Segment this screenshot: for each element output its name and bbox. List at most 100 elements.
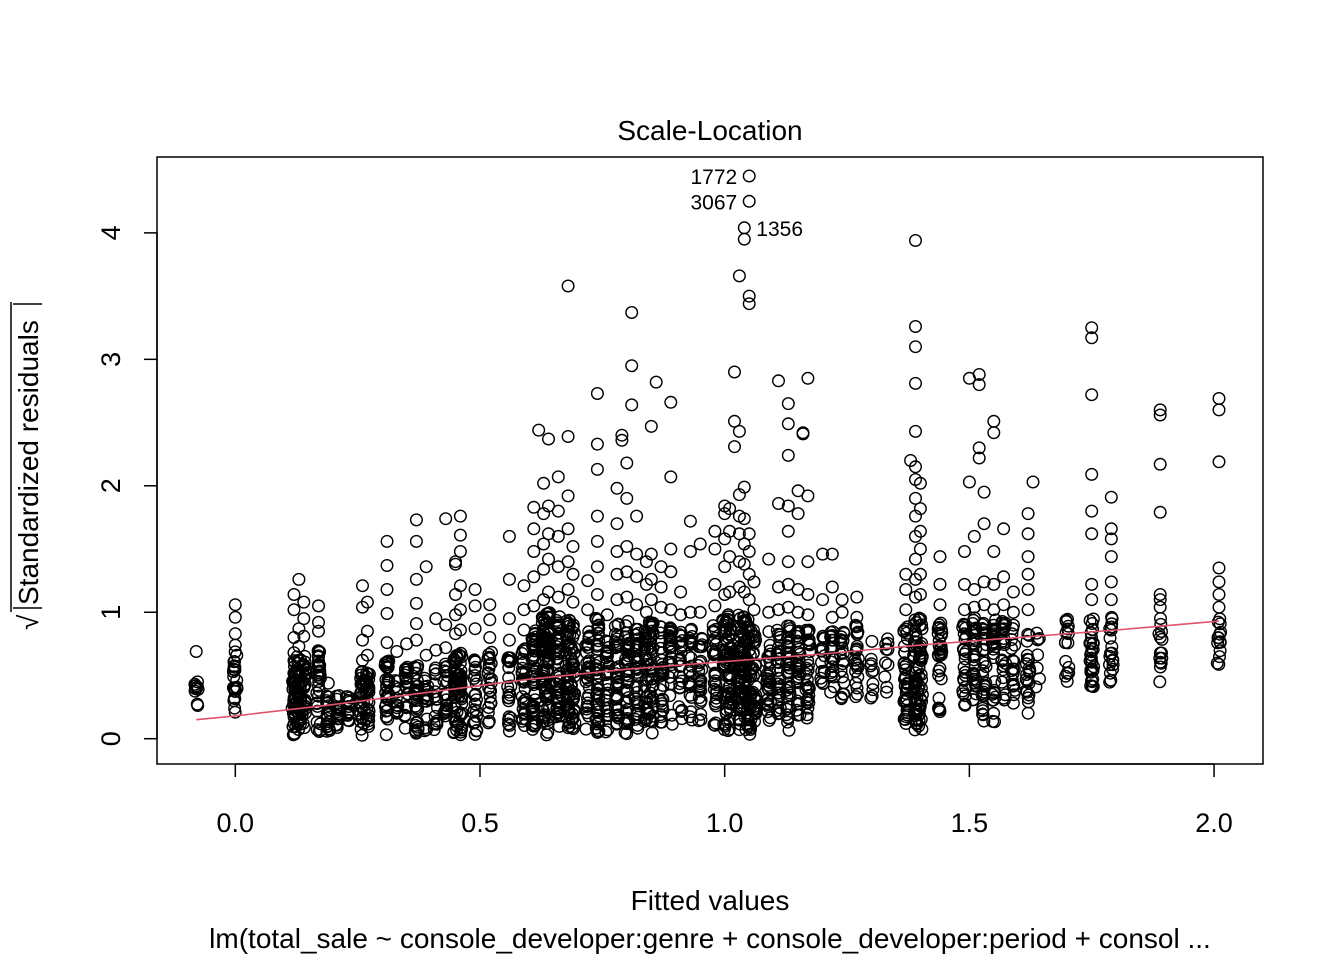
- data-point: [1212, 575, 1226, 589]
- y-axis-label-text: Standardized residuals: [13, 320, 44, 605]
- data-point: [550, 643, 564, 657]
- data-point: [909, 491, 923, 505]
- data-point: [322, 690, 336, 704]
- data-point: [468, 622, 482, 636]
- data-point: [1153, 655, 1167, 669]
- data-point: [644, 593, 658, 607]
- data-point: [342, 700, 356, 714]
- data-point: [356, 579, 370, 593]
- data-point: [503, 718, 517, 732]
- data-point: [721, 635, 735, 649]
- data-point: [913, 476, 927, 490]
- data-point: [682, 649, 696, 663]
- data-point: [801, 555, 815, 569]
- data-point: [654, 580, 668, 594]
- data-point: [644, 619, 658, 633]
- data-point: [568, 665, 582, 679]
- data-point: [590, 588, 604, 602]
- data-point: [747, 575, 761, 589]
- data-point: [977, 575, 991, 589]
- data-point: [977, 485, 991, 499]
- data-point: [909, 340, 923, 354]
- data-point: [851, 661, 865, 675]
- data-point: [912, 669, 926, 683]
- data-point: [801, 608, 815, 622]
- data-point: [1085, 321, 1099, 335]
- data-point: [737, 512, 751, 526]
- data-point: [630, 509, 644, 523]
- data-point: [360, 702, 374, 716]
- data-point: [630, 547, 644, 561]
- data-point: [972, 441, 986, 455]
- data-point: [567, 687, 581, 701]
- data-point: [692, 640, 706, 654]
- data-point: [453, 509, 467, 523]
- data-point: [683, 605, 697, 619]
- data-point: [967, 666, 981, 680]
- data-point: [781, 448, 795, 462]
- data-point: [791, 507, 805, 521]
- data-point: [915, 694, 929, 708]
- data-point: [1021, 550, 1035, 564]
- data-point: [654, 710, 668, 724]
- data-point: [791, 605, 805, 619]
- data-point: [977, 517, 991, 531]
- data-point: [484, 657, 498, 671]
- y-axis-label: √ Standardized residuals: [10, 302, 44, 630]
- data-point: [793, 708, 807, 722]
- data-point: [561, 522, 575, 536]
- data-point: [429, 612, 443, 626]
- data-point: [618, 726, 632, 740]
- data-point: [332, 707, 346, 721]
- data-point: [551, 504, 565, 518]
- data-point: [909, 233, 923, 247]
- data-point: [537, 562, 551, 576]
- data-point: [695, 632, 709, 646]
- data-point: [381, 660, 395, 674]
- data-point: [764, 695, 778, 709]
- data-point: [996, 634, 1010, 648]
- data-point: [1153, 588, 1167, 602]
- data-point: [987, 706, 1001, 720]
- data-point: [467, 671, 481, 685]
- data-point: [987, 545, 1001, 559]
- data-point: [816, 593, 830, 607]
- point-label: 1356: [756, 218, 803, 241]
- data-point: [746, 623, 760, 637]
- data-point: [684, 705, 698, 719]
- data-point: [835, 670, 849, 684]
- data-point: [400, 660, 414, 674]
- data-point: [997, 598, 1011, 612]
- data-point: [517, 579, 531, 593]
- data-point: [643, 658, 657, 672]
- data-point: [834, 664, 848, 678]
- data-point: [502, 612, 516, 626]
- data-point: [881, 632, 895, 646]
- data-point: [692, 714, 706, 728]
- data-point: [662, 670, 676, 684]
- data-point: [409, 617, 423, 631]
- data-point: [934, 616, 948, 630]
- data-point: [825, 580, 839, 594]
- data-point: [780, 702, 794, 716]
- y-tick-label: 3: [96, 352, 126, 367]
- data-point: [1022, 665, 1036, 679]
- data-point: [913, 588, 927, 602]
- data-point: [655, 658, 669, 672]
- data-point: [865, 634, 879, 648]
- data-point: [958, 697, 972, 711]
- data-point: [380, 534, 394, 548]
- data-point: [1030, 626, 1044, 640]
- data-point: [1211, 636, 1225, 650]
- x-tick-label: 1.0: [706, 808, 744, 838]
- data-point: [1083, 636, 1097, 650]
- data-point: [611, 702, 625, 716]
- data-point: [748, 693, 762, 707]
- data-point: [909, 320, 923, 334]
- data-point: [322, 722, 336, 736]
- data-point: [360, 595, 374, 609]
- data-point: [481, 666, 495, 680]
- data-point: [1007, 688, 1021, 702]
- data-point: [1005, 627, 1019, 641]
